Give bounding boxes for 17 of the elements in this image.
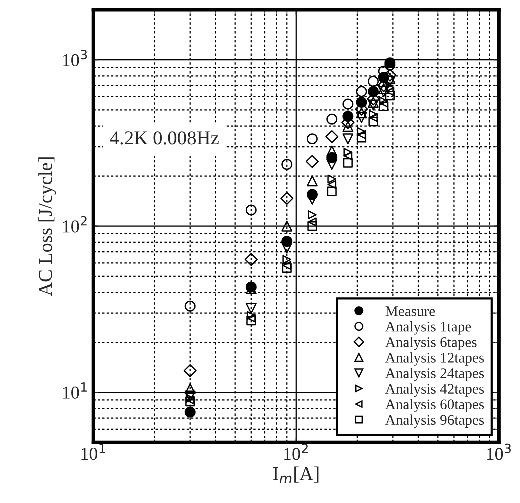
legend-label: Analysis 96tapes <box>386 414 484 428</box>
x-tick-label: 10$^{1}$ <box>82 444 106 460</box>
legend-label: Analysis 12tapes <box>386 352 484 366</box>
legend-label: Analysis 42tapes <box>386 384 484 397</box>
x-axis-title: I$_{m}$[A] <box>273 466 319 484</box>
legend-label: Analysis 1tape <box>386 322 472 335</box>
legend-label: Analysis 24tapes <box>386 368 484 382</box>
y-tick-label: 10$^{3}$ <box>63 50 88 67</box>
legend-label: Analysis 60tapes <box>386 399 484 413</box>
legend-label: Analysis 6tapes <box>386 337 477 350</box>
x-tick-label: 10$^{2}$ <box>284 444 308 460</box>
y-tick-label: 10$^{2}$ <box>63 216 87 233</box>
legend-label: Measure <box>386 306 436 316</box>
y-axis-title: AC Loss [J/cycle] <box>38 158 56 296</box>
annotation: 4.2K 0.008Hz <box>110 132 219 145</box>
x-tick-label: 10$^{3}$ <box>487 444 512 460</box>
y-tick-label: 10$^{1}$ <box>63 382 87 399</box>
